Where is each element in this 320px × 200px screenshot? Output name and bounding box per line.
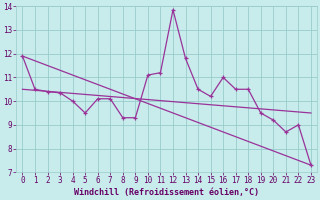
X-axis label: Windchill (Refroidissement éolien,°C): Windchill (Refroidissement éolien,°C)	[74, 188, 259, 197]
